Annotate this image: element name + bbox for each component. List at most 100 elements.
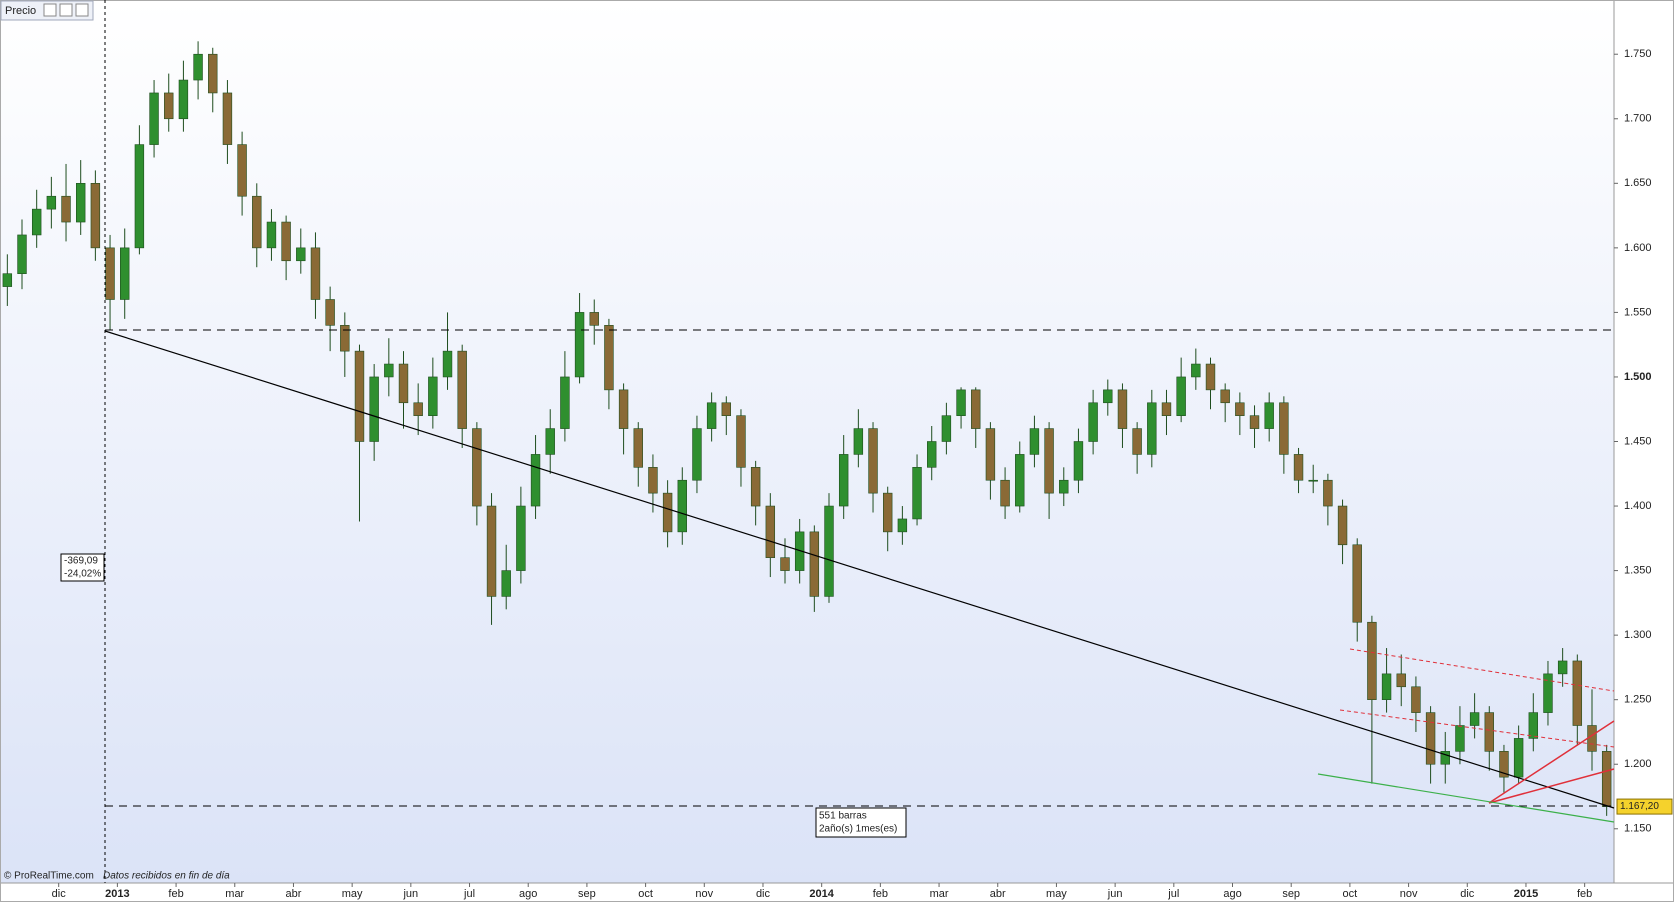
x-tick-label: mar <box>225 888 244 900</box>
change-points: -369,09 <box>64 556 98 567</box>
candle-body <box>252 195 262 249</box>
candle-body <box>765 505 776 558</box>
candle-body <box>912 467 922 520</box>
candle-body <box>1484 712 1494 752</box>
footer-source: © ProRealTime.com <box>4 871 94 882</box>
x-tick-label: oct <box>1343 888 1358 900</box>
candle-body <box>266 221 277 249</box>
candle-body <box>1455 725 1465 752</box>
candle-body <box>1191 363 1201 378</box>
candle-body <box>530 454 541 507</box>
support-line <box>1317 773 1615 823</box>
footer-note: Datos recibidos en fin de día <box>103 871 230 882</box>
candle-body <box>545 428 555 455</box>
candle-body <box>2 273 13 287</box>
candle-body <box>428 376 438 416</box>
change-box <box>60 553 105 582</box>
candle-body <box>927 441 937 468</box>
candle-body <box>897 518 908 533</box>
candle-body <box>1293 454 1304 481</box>
candle-body <box>105 247 115 300</box>
candle-body <box>677 479 687 533</box>
candle-body <box>1381 673 1392 700</box>
candle-body <box>31 208 42 236</box>
candle-body <box>369 376 379 442</box>
candle-body <box>1308 479 1318 482</box>
candle-body <box>1572 660 1583 726</box>
candle-body <box>824 505 834 597</box>
candle-body <box>1528 712 1539 739</box>
y-tick-label: 1.400 <box>1624 500 1652 512</box>
candle-body <box>1132 428 1142 455</box>
candle-body <box>809 531 820 597</box>
x-tick-label: sep <box>578 888 596 900</box>
candle-body <box>457 350 467 429</box>
candle-body <box>956 389 966 416</box>
channel-line <box>1349 648 1615 692</box>
candle-body <box>971 389 981 429</box>
y-tick-label: 1.700 <box>1624 113 1652 125</box>
y-tick-label: 1.500 <box>1624 371 1652 383</box>
y-tick-label: 1.150 <box>1624 823 1652 835</box>
candle-body <box>1469 712 1480 726</box>
x-tick-label: sep <box>1282 888 1300 900</box>
trend-line <box>104 330 1615 809</box>
x-tick-label: ago <box>1223 888 1241 900</box>
candle-body <box>882 492 893 533</box>
candle-body <box>1103 389 1113 404</box>
candle-body <box>706 402 717 429</box>
x-tick-label: oct <box>638 888 653 900</box>
x-tick-label: dic <box>52 888 67 900</box>
candles <box>2 41 1612 816</box>
candle-body <box>442 350 453 378</box>
x-tick-label: 2013 <box>105 888 129 900</box>
candle-body <box>398 363 409 404</box>
candle-body <box>222 92 233 145</box>
x-tick-label: dic <box>756 888 771 900</box>
candle-body <box>604 325 614 391</box>
range-duration: 2año(s) 1mes(es) <box>819 824 897 835</box>
x-tick-label: mar <box>930 888 949 900</box>
close-icon[interactable] <box>75 3 89 17</box>
candle-body <box>120 247 130 300</box>
plot-background <box>0 0 1614 883</box>
x-tick-label: 2014 <box>809 888 834 900</box>
x-tick-label: feb <box>873 888 888 900</box>
x-tick-label: jul <box>1167 888 1179 900</box>
candle-body <box>941 415 952 442</box>
candle-body <box>1029 428 1040 455</box>
candle-body <box>1499 751 1509 778</box>
x-tick-label: nov <box>695 888 713 900</box>
x-tick-label: ago <box>519 888 537 900</box>
candle-body <box>1088 402 1098 442</box>
x-tick-label: abr <box>286 888 302 900</box>
y-tick-label: 1.200 <box>1624 758 1652 770</box>
candle-body <box>1147 402 1157 455</box>
candle-body <box>1279 402 1289 455</box>
candle-body <box>46 195 57 210</box>
candle-body <box>1543 673 1553 713</box>
axis-background <box>1614 0 1674 883</box>
candle-body <box>1425 712 1436 765</box>
candle-body <box>794 531 805 571</box>
y-tick-label: 1.600 <box>1624 242 1652 254</box>
y-tick-label: 1.350 <box>1624 564 1652 576</box>
y-tick-label: 1.450 <box>1624 435 1652 447</box>
candle-body <box>1015 454 1025 507</box>
minimize-icon[interactable] <box>59 3 73 17</box>
candle-body <box>413 402 423 416</box>
candle-body <box>1352 544 1362 623</box>
candle-body <box>1073 441 1084 481</box>
candle-body <box>692 428 702 481</box>
candle-body <box>17 234 27 274</box>
settings-icon[interactable] <box>43 3 57 17</box>
candle-body <box>662 492 673 533</box>
last-price-label: 1.167,20 <box>1620 801 1659 812</box>
candle-body <box>1059 479 1069 494</box>
candle-body <box>560 376 570 429</box>
x-tick-label: may <box>342 888 363 900</box>
candle-body <box>134 144 145 249</box>
candle-body <box>384 363 394 378</box>
candle-body <box>1000 479 1010 507</box>
